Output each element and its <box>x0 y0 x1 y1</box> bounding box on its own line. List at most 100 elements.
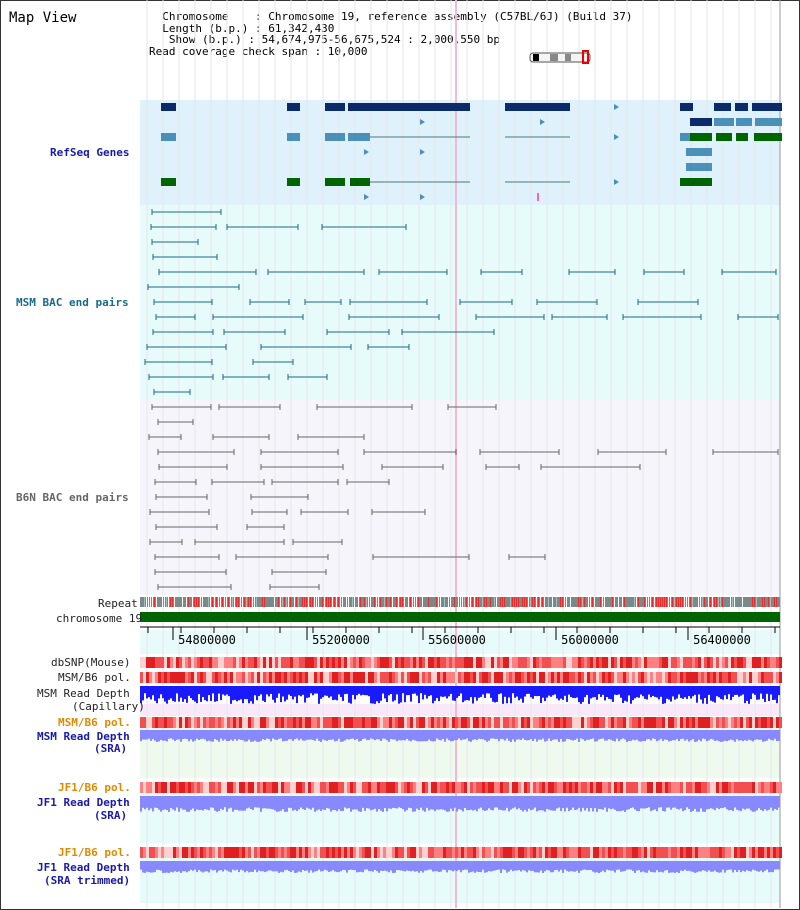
msm-b6-pol-2-cell <box>233 717 236 728</box>
jf1-depth-trim-bar <box>740 861 742 873</box>
msm-depth-sra-bar <box>260 730 262 741</box>
jf1-depth-trim-bar <box>298 861 300 872</box>
repeat-element <box>702 597 703 607</box>
msm-depth-sra-bar <box>718 730 720 742</box>
msm-depth-cap-bar <box>404 686 406 703</box>
msm-bac-track[interactable] <box>144 209 779 395</box>
repeat-element <box>440 597 441 607</box>
jf1-b6-pol-2-cell <box>281 847 284 858</box>
jf1-depth-sra-bar <box>390 796 392 809</box>
msm-b6-pol-2-cell <box>437 717 440 728</box>
jf1-b6-pol-2-cell <box>560 847 563 858</box>
jf1-b6-pol-2-cell <box>170 847 173 858</box>
jf1-depth-sra-bar <box>594 796 596 808</box>
msm-b6-pol-cell <box>644 672 647 683</box>
msm-b6-pol-cell <box>464 672 467 683</box>
msm-b6-pol-2-cell <box>251 717 254 728</box>
msm-depth-cap-bar <box>372 686 374 704</box>
jf1-depth-sra-bar <box>586 796 588 809</box>
repeat-element <box>202 597 203 607</box>
label-refseq-genes[interactable]: RefSeq Genes <box>50 146 130 159</box>
repeat-element <box>166 597 167 607</box>
label-jf1-depth-trim[interactable]: JF1 Read Depth <box>37 861 130 874</box>
dbsnp-cell <box>434 657 437 668</box>
dbsnp-cell <box>569 657 572 668</box>
label-repeat[interactable]: Repeat <box>98 597 138 610</box>
jf1-depth-trim-bar <box>480 861 482 873</box>
msm-depth-sra-bar <box>614 730 616 742</box>
msm-b6-pol-2-cell <box>344 717 347 728</box>
label-msm-depth-sra[interactable]: MSM Read Depth <box>37 730 130 743</box>
msm-depth-sra-bar <box>694 730 696 742</box>
label-b6n-bac[interactable]: B6N BAC end pairs <box>16 491 129 504</box>
msm-b6-pol-cell <box>479 672 482 683</box>
repeat-element <box>654 597 655 607</box>
msm-depth-cap-bar <box>308 686 310 698</box>
jf1-b6-pol-2-cell <box>248 847 251 858</box>
jf1-depth-sra-bar <box>372 796 374 810</box>
jf1-depth-sra-bar <box>598 796 600 809</box>
dbsnp-cell <box>323 657 326 668</box>
b6n-bac-track[interactable] <box>148 404 779 590</box>
msm-depth-cap-bar <box>272 686 274 700</box>
msm-depth-sra-bar <box>422 730 424 742</box>
label-dbsnp[interactable]: dbSNP(Mouse) <box>51 656 131 669</box>
msm-depth-cap-bar <box>640 686 642 695</box>
msm-depth-cap-bar <box>622 686 624 703</box>
msm-b6-pol-cell <box>170 672 173 683</box>
msm-b6-pol-2-cell <box>665 717 668 728</box>
jf1-depth-trim-bar <box>180 861 182 873</box>
msm-b6-pol-cell <box>275 672 278 683</box>
repeat-element <box>402 597 403 607</box>
jf1-depth-trim-bar <box>564 861 566 870</box>
msm-depth-cap-bar <box>650 686 652 698</box>
jf1-b6-pol-2-cell <box>737 847 740 858</box>
msm-depth-sra-bar <box>298 730 300 741</box>
jf1-depth-sra-bar <box>506 796 508 808</box>
repeat-element <box>692 597 693 607</box>
msm-depth-cap-bar <box>772 686 774 701</box>
jf1-b6-pol-cell <box>425 782 428 793</box>
dbsnp-cell <box>380 657 383 668</box>
jf1-depth-sra-bar <box>400 796 402 809</box>
jf1-depth-sra-bar <box>518 796 520 809</box>
msm-depth-sra-bar <box>400 730 402 741</box>
jf1-b6-pol-2-cell <box>431 847 434 858</box>
jf1-depth-sra-bar <box>694 796 696 809</box>
jf1-b6-pol-cell <box>671 782 674 793</box>
jf1-depth-trim-bar <box>256 861 258 873</box>
label-msm-bac[interactable]: MSM BAC end pairs <box>16 296 129 309</box>
label-jf1-b6-pol[interactable]: JF1/B6 pol. <box>58 781 131 794</box>
jf1-b6-pol-cell <box>293 782 296 793</box>
refseq-genes-track[interactable] <box>161 103 782 201</box>
msm-depth-cap-bar <box>178 686 180 702</box>
msm-b6-pol-cell <box>305 672 308 683</box>
jf1-b6-pol-2-cell <box>575 847 578 858</box>
jf1-depth-sra-bar <box>630 796 632 808</box>
label-jf1-b6-pol-2[interactable]: JF1/B6 pol. <box>58 846 131 859</box>
label-jf1-depth-sra[interactable]: JF1 Read Depth <box>37 796 130 809</box>
dbsnp-cell <box>479 657 482 668</box>
chromosome-ideogram[interactable] <box>529 50 591 64</box>
jf1-depth-sra-bar <box>700 796 702 809</box>
jf1-depth-sra-bar <box>192 796 194 809</box>
label-msm-b6-pol-2[interactable]: MSM/B6 pol. <box>58 716 131 729</box>
jf1-depth-trim-bar <box>512 861 514 872</box>
label-msm-b6-pol[interactable]: MSM/B6 pol. <box>58 671 131 684</box>
dbsnp-cell <box>335 657 338 668</box>
jf1-depth-trim-bar <box>206 861 208 872</box>
dbsnp-cell <box>683 657 686 668</box>
repeat-element <box>428 597 429 607</box>
jf1-b6-pol-cell <box>692 782 695 793</box>
msm-b6-pol-cell <box>596 672 599 683</box>
msm-depth-sra-bar <box>236 730 238 741</box>
jf1-depth-trim-bar <box>432 861 434 872</box>
msm-b6-pol-2-cell <box>158 717 161 728</box>
jf1-b6-pol-cell <box>728 782 731 793</box>
jf1-depth-sra-bar <box>464 796 466 809</box>
msm-depth-sra-bar <box>188 730 190 742</box>
msm-depth-cap-bar <box>702 686 704 704</box>
label-msm-depth-cap[interactable]: MSM Read Depth <box>37 687 130 700</box>
msm-b6-pol-cell <box>143 672 146 683</box>
